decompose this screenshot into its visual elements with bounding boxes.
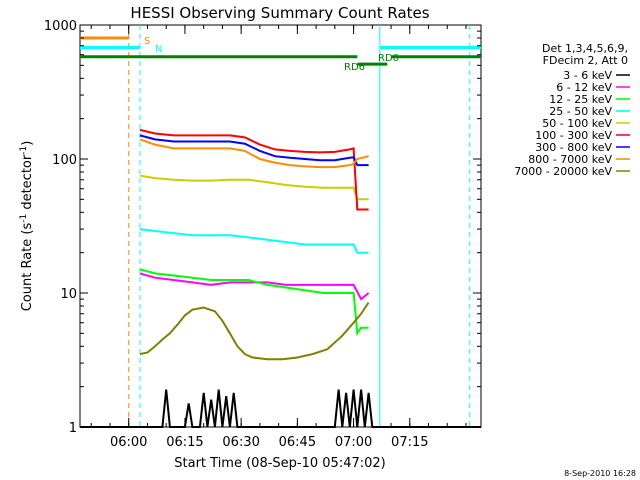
y-axis-label-mid: detector [20,154,35,214]
legend-label-300-800-kev: 300 - 800 keV [535,141,612,154]
series-line-50-100-kev [139,174,369,201]
legend-header-line1: Det 1,3,4,5,6,9, [542,42,628,55]
status-label-n: N [155,44,162,55]
legend: Det 1,3,4,5,6,9, FDecim 2, Att 0 3 - 6 k… [514,42,630,178]
legend-label-50-100-kev: 50 - 100 keV [542,117,612,130]
series-line-3-6-kev [80,389,481,428]
legend-header-line2: FDecim 2, Att 0 [543,54,628,67]
y-tick-label: 1000 [44,19,77,34]
legend-label-6-12-kev: 6 - 12 keV [556,81,612,94]
y-axis: 1 10 100 1000 [44,19,481,436]
footer-date: 8-Sep-2010 16:28 [564,469,636,478]
x-tick-label: 07:00 [335,435,372,450]
legend-label-3-6-kev: 3 - 6 keV [563,69,612,82]
x-tick-label: 06:00 [110,435,147,450]
status-label-s: S [144,36,150,47]
status-label-rd6: RD6 [344,62,365,73]
series-line-6-12-kev [139,272,370,301]
status-label-rd0: RD0 [378,53,399,64]
y-axis-label: Count Rate (s-1 detector-1) [19,141,35,312]
x-tick-label: 06:15 [166,435,203,450]
legend-label-800-7000-kev: 800 - 7000 keV [528,153,612,166]
x-axis-label: Start Time (08-Sep-10 05:47:02) [174,456,385,471]
series-line-25-50-kev [139,228,369,254]
y-axis-label-sup2: -1 [19,146,29,155]
series-lines [80,128,481,428]
x-tick-label: 06:30 [222,435,259,450]
x-axis: 06:00 06:15 06:30 06:45 07:00 07:15 [90,25,467,450]
y-tick-label: 100 [52,153,77,168]
vertical-markers [128,25,471,427]
legend-label-25-50-kev: 25 - 50 keV [549,105,612,118]
legend-label-7000-20000-kev: 7000 - 20000 keV [514,165,612,178]
chart-title: HESSI Observing Summary Count Rates [130,4,429,22]
y-axis-label-sup1: -1 [19,214,29,223]
y-axis-label-main: Count Rate (s [20,223,35,312]
series-line-300-800-kev [139,134,369,167]
series-line-12-25-kev [139,268,369,337]
series-line-7000-20000-kev [139,301,370,361]
y-axis-label-end: ) [20,141,35,146]
y-tick-label: 10 [60,287,77,302]
x-tick-label: 07:15 [391,435,428,450]
series-line-800-7000-kev [139,138,369,169]
legend-label-12-25-kev: 12 - 25 keV [549,93,612,106]
status-bars [80,36,481,66]
series-line-100-300-kev [139,128,369,211]
x-tick-label: 06:45 [279,435,316,450]
legend-label-100-300-kev: 100 - 300 keV [535,129,612,142]
y-tick-label: 1 [69,421,77,436]
